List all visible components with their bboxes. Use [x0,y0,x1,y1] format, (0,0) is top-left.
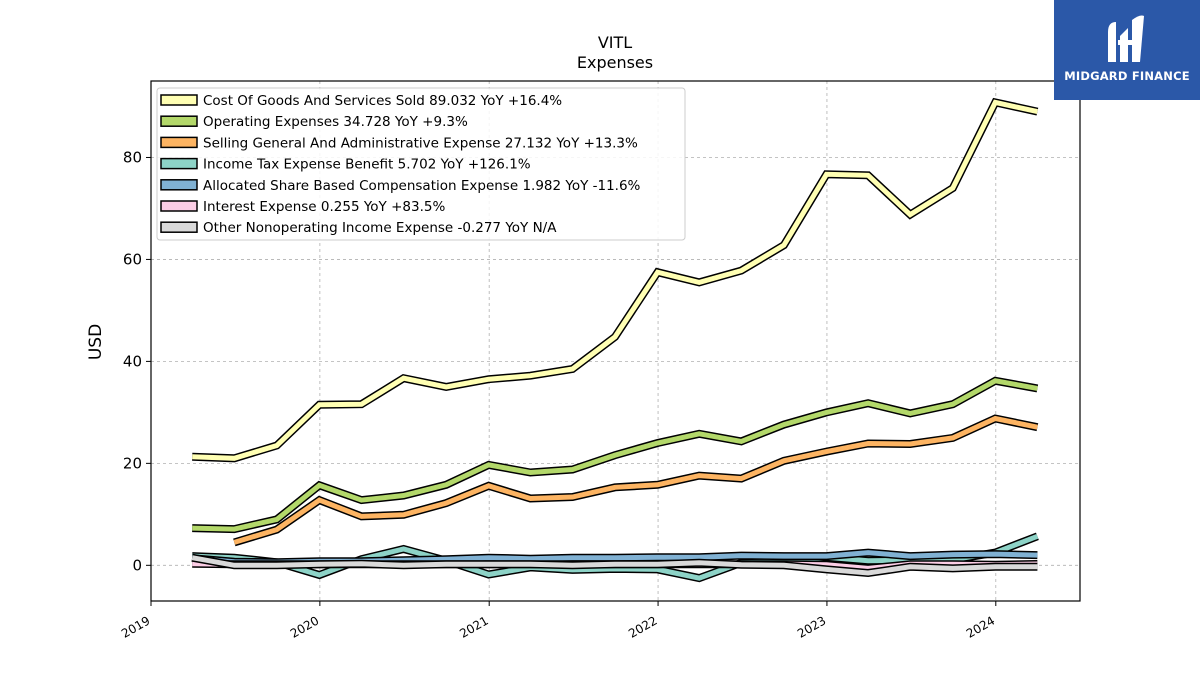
legend-swatch [160,157,198,170]
series-line-outline [233,414,1039,547]
legend-swatch [160,115,198,127]
legend-swatch [160,94,198,106]
legend-label: Allocated Share Based Compensation Expen… [203,178,641,194]
logo-text: MIDGARD FINANCE [1064,69,1190,83]
legend: Cost Of Goods And Services Sold 89.032 Y… [156,87,686,241]
x-tick-label: 2024 [964,613,997,640]
series-line [233,415,1038,545]
x-tick-label: 2023 [795,613,828,640]
legend-swatch [160,136,198,149]
y-tick-label: 60 [123,250,142,268]
legend-swatch [160,221,198,233]
y-tick-label: 20 [123,454,142,472]
legend-label: Cost Of Goods And Services Sold 89.032 Y… [203,93,562,109]
series-line [192,378,1038,532]
chart-subtitle: Expenses [577,53,653,72]
x-tick-label: 2021 [457,613,490,640]
x-tick-label: 2020 [288,613,321,640]
legend-label: Income Tax Expense Benefit 5.702 YoY +12… [203,157,531,173]
legend-swatch [160,179,198,191]
series-lines [191,97,1039,583]
legend-label: Operating Expenses 34.728 YoY +9.3% [203,114,468,130]
midgard-m-logo-icon [1108,15,1144,62]
y-tick-label: 0 [132,556,142,574]
series-line [191,555,1038,576]
legend-swatch [160,200,198,212]
y-tick-label: 80 [123,148,142,166]
plot-frame [150,80,1081,602]
legend-label: Selling General And Administrative Expen… [203,135,638,151]
x-tick-label: 2019 [119,613,152,640]
chart-title: VITL [598,33,632,52]
legend-label: Other Nonoperating Income Expense -0.277… [203,220,557,236]
y-axis-label: USD [86,324,106,360]
midgard-finance-logo: MIDGARD FINANCE [1054,0,1200,100]
x-tick-label: 2022 [626,613,659,640]
y-tick-label: 40 [123,352,142,370]
legend-box [156,87,686,241]
legend-label: Interest Expense 0.255 YoY +83.5% [203,199,445,215]
series-line [192,99,1038,461]
series-line [192,533,1039,581]
